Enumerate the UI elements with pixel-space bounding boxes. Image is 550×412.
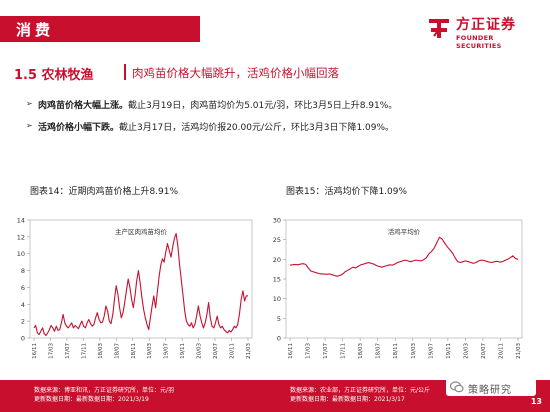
x-tick-label: 18/03 — [358, 343, 364, 359]
y-tick-label: 5 — [277, 315, 281, 323]
x-tick-label: 17/11 — [341, 343, 347, 359]
bullet-text: 肉鸡苗价格大幅上涨。截止3月19日，肉鸡苗均价为5.01元/羽，环比3月5日上升… — [38, 98, 397, 111]
y-tick-label: 6 — [21, 284, 25, 292]
y-tick-label: 30 — [273, 217, 281, 225]
footer-line: 数据来源：农业部，方正证券研究所，单位：元/公斤 — [290, 387, 431, 394]
footer-line: 数据来源：博亚和讯，方正证券研究所，单位：元/羽 — [34, 387, 175, 394]
chart-caption-right: 图表15：活鸡均价下降1.09% — [286, 187, 408, 197]
logo-mark-icon — [429, 19, 449, 38]
bullet-text: 活鸡价格小幅下跌。截止3月17日，活鸡均价报20.00元/公斤，环比3月3日下降… — [38, 120, 394, 133]
logo-text-en: FOUNDER SECURITIES — [456, 34, 502, 50]
footer-source-right: 数据来源：农业部，方正证券研究所，单位：元/公斤 更新数据日期：最新数据日期：2… — [290, 386, 430, 404]
x-tick-label: 17/03 — [306, 343, 312, 359]
section-subtitle: 肉鸡苗价格大幅跳升，活鸡价格小幅回落 — [132, 66, 339, 80]
chart-title: 主产区肉鸡苗均价 — [115, 227, 168, 236]
bullet-bold: 活鸡价格小幅下跌。 — [38, 123, 120, 133]
x-tick-label: 17/07 — [323, 343, 329, 359]
y-tick-label: 15 — [273, 276, 281, 284]
bullet-bold: 肉鸡苗价格大幅上涨。 — [38, 101, 129, 111]
y-tick-label: 2 — [21, 318, 25, 326]
x-tick-label: 19/03 — [411, 343, 417, 359]
x-tick-label: 19/07 — [164, 343, 170, 359]
category-label: 消费 — [16, 21, 55, 39]
bullet-item: ➢ 肉鸡苗价格大幅上涨。截止3月19日，肉鸡苗均价为5.01元/羽，环比3月5日… — [26, 98, 536, 120]
plot-frame — [285, 219, 523, 339]
section-number-title: 1.5 农林牧渔 — [14, 68, 94, 83]
x-tick-label: 18/07 — [376, 343, 382, 359]
x-tick-label: 21/03 — [246, 343, 252, 359]
x-tick-label: 16/11 — [288, 343, 294, 359]
section-heading: 1.5 农林牧渔 肉鸡苗价格大幅跳升，活鸡价格小幅回落 — [14, 64, 534, 83]
y-tick-label: 10 — [17, 250, 25, 258]
plot-frame — [29, 219, 253, 339]
y-tick-label: 14 — [17, 217, 25, 225]
y-tick-label: 10 — [273, 295, 281, 303]
x-tick-label: 20/07 — [213, 343, 219, 359]
chart-title: 活鸡平均价 — [388, 227, 421, 236]
y-tick-label: 0 — [21, 335, 25, 343]
header-bar: 消费 方正证券 FOUNDER SECURITIES — [0, 0, 550, 52]
x-tick-label: 16/11 — [32, 343, 38, 359]
x-tick-label: 17/07 — [65, 343, 71, 359]
x-tick-label: 20/11 — [230, 343, 236, 359]
x-tick-label: 17/03 — [48, 343, 54, 359]
x-tick-label: 20/07 — [481, 343, 487, 359]
x-tick-label: 19/03 — [147, 343, 153, 359]
x-tick-label: 17/11 — [81, 343, 87, 359]
x-tick-label: 21/03 — [516, 343, 522, 359]
bullet-body: 截止3月17日，活鸡均价报20.00元/公斤，环比3月3日下降1.09%。 — [119, 123, 395, 133]
x-tick-label: 18/11 — [131, 343, 137, 359]
category-band: 消费 — [0, 16, 200, 42]
series-line — [33, 232, 249, 337]
watermark-text: 策略研究 — [468, 385, 512, 396]
y-tick-label: 25 — [273, 236, 281, 244]
footer-source-left: 数据来源：博亚和讯，方正证券研究所，单位：元/羽 更新数据日期：最新数据日期：2… — [34, 386, 174, 404]
watermark-badge: 策略研究 — [446, 378, 536, 396]
x-tick-label: 19/07 — [428, 343, 434, 359]
page-number: 13 — [530, 397, 542, 406]
bullet-arrow-icon: ➢ — [26, 99, 33, 108]
y-tick-label: 8 — [21, 267, 25, 275]
y-tick-label: 12 — [17, 233, 25, 241]
y-tick-label: 20 — [273, 256, 281, 264]
bullet-body: 截止3月19日，肉鸡苗均价为5.01元/羽，环比3月5日上升8.91%。 — [128, 101, 398, 111]
x-tick-label: 18/11 — [393, 343, 399, 359]
series-line — [289, 236, 519, 277]
wechat-icon — [450, 381, 464, 393]
x-tick-label: 19/11 — [180, 343, 186, 359]
bullet-arrow-icon: ➢ — [26, 121, 33, 130]
bullet-list: ➢ 肉鸡苗价格大幅上涨。截止3月19日，肉鸡苗均价为5.01元/羽，环比3月5日… — [26, 98, 536, 142]
x-tick-label: 20/03 — [463, 343, 469, 359]
x-tick-label: 19/11 — [446, 343, 452, 359]
logo-text-cn: 方正证券 — [456, 17, 516, 33]
x-tick-label: 20/03 — [197, 343, 203, 359]
x-tick-label: 18/07 — [114, 343, 120, 359]
x-tick-label: 20/11 — [498, 343, 504, 359]
y-tick-label: 4 — [21, 301, 25, 309]
bullet-item: ➢ 活鸡价格小幅下跌。截止3月17日，活鸡均价报20.00元/公斤，环比3月3日… — [26, 120, 536, 142]
live-chicken-price-chart: 活鸡平均价 0 5 10 15 20 25 30 16/11 17/03 17/07 17/11 18/… — [273, 217, 523, 359]
section-divider — [124, 64, 126, 80]
footer-line: 更新数据日期：最新数据日期：2021/3/19 — [34, 396, 149, 403]
chart-caption-left: 图表14：近期肉鸡苗价格上升8.91% — [30, 187, 179, 197]
y-tick-label: 0 — [277, 335, 281, 343]
footer-line: 更新数据日期：最新数据日期：2021/3/17 — [290, 396, 405, 403]
chick-price-chart: 主产区肉鸡苗均价 0 2 4 6 8 10 12 14 16/11 17/03 17/07 17/11 1… — [17, 217, 253, 359]
founder-logo: 方正证券 FOUNDER SECURITIES — [426, 12, 536, 50]
x-tick-label: 18/03 — [98, 343, 104, 359]
